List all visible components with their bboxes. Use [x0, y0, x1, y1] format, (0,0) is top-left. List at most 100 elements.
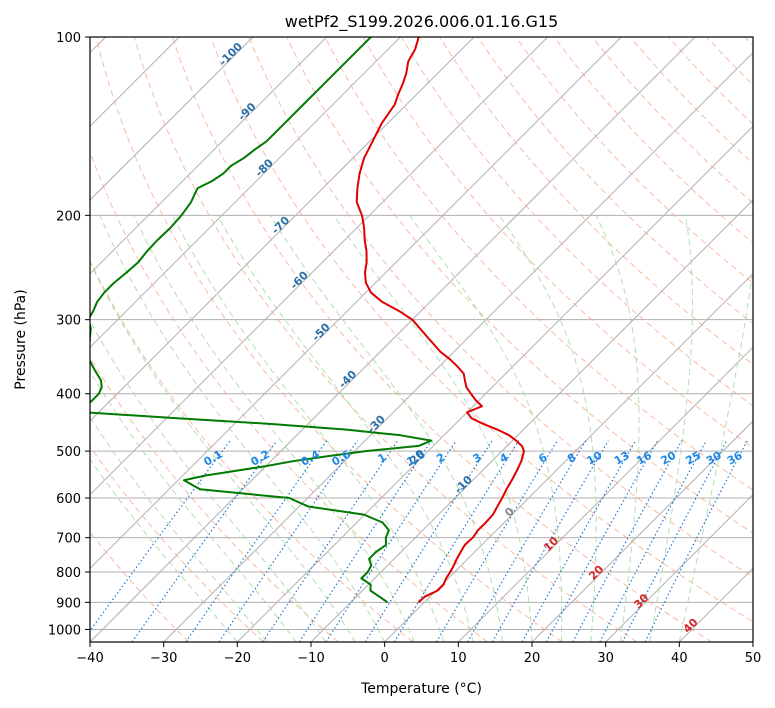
- x-tick-label: −20: [224, 651, 251, 666]
- x-tick-label: 20: [524, 651, 541, 666]
- dry-adiabat: [210, 37, 753, 623]
- y-tick-label: 500: [56, 445, 81, 460]
- y-tick-label: 600: [56, 492, 81, 507]
- dry-adiabat: [706, 37, 753, 86]
- moist-adiabat: [216, 215, 474, 642]
- x-tick-label: 30: [597, 651, 614, 666]
- isotherm-lines: [90, 37, 753, 642]
- moist-adiabat: [595, 215, 640, 642]
- mixing-ratio-line: [572, 440, 683, 642]
- isotherm-line: [605, 493, 753, 642]
- isotherm-label: -40: [336, 367, 359, 390]
- isotherm-warm-label: 20: [586, 562, 606, 582]
- dry-adiabat: [324, 37, 753, 491]
- mixing-ratio-line: [131, 440, 278, 642]
- mixing-ratio-line: [644, 440, 748, 642]
- mixing-ratio-line: [218, 440, 358, 642]
- isotherm-label: -10: [452, 473, 475, 496]
- isotherm-line: [457, 346, 753, 642]
- x-tick-label: −30: [150, 651, 177, 666]
- isotherm-line: [90, 37, 254, 201]
- sounding-series: [90, 37, 525, 604]
- isotherm-label: -80: [253, 156, 276, 179]
- isotherm-label: -100: [216, 40, 245, 69]
- dry-adiabat: [286, 37, 753, 534]
- dry-adiabat: [591, 37, 753, 204]
- moist-adiabat: [678, 264, 753, 642]
- isotherm-line: [163, 51, 753, 642]
- mixing-ratio-line: [298, 440, 432, 642]
- dry-adiabat: [90, 356, 339, 642]
- pressure-gridlines: [90, 37, 753, 630]
- x-axis-label: Temperature (°C): [360, 681, 482, 697]
- mixing-ratio-line: [521, 440, 637, 642]
- mixing-ratio-line: [325, 440, 457, 642]
- plot-frame: [89, 36, 754, 643]
- x-tick-label: −40: [76, 651, 103, 666]
- moist-adiabat: [133, 215, 415, 642]
- moist-adiabat: [333, 215, 533, 642]
- isotherm-label: -90: [235, 100, 258, 123]
- dry-adiabat: [90, 150, 488, 642]
- dry-adiabat: [90, 259, 414, 642]
- moist-adiabat: [99, 215, 386, 642]
- y-tick-label: 400: [56, 388, 81, 403]
- mixing-ratio-label: 1: [375, 451, 388, 466]
- mixing-ratio-label: 3: [471, 451, 484, 466]
- chart-title: wetPf2_S199.2026.006.01.16.G15: [285, 12, 559, 32]
- y-tick-label: 700: [56, 532, 81, 547]
- dry-adiabat: [515, 37, 753, 284]
- y-tick-label: 300: [56, 314, 81, 329]
- dry-adiabat: [171, 37, 712, 642]
- axes: −40 −30 −20 −10 0 10 20 30 40 50 100 200 300 400 500 60…: [48, 31, 761, 666]
- x-tick-label: 50: [745, 651, 762, 666]
- moist-adiabat: [90, 370, 297, 642]
- isotherm-label: -20: [404, 447, 427, 470]
- y-tick-label: 900: [56, 596, 81, 611]
- isotherm-warm-label: 40: [681, 615, 701, 635]
- isotherm-line: [531, 420, 753, 642]
- dry-adiabat: [553, 37, 753, 244]
- line-labels: 0.1 0.2 0.4 0.6 1 1.5 2 3 4 6 8 10 13 16 20 25 30 36-100-…: [201, 40, 744, 636]
- y-tick-label: 800: [56, 566, 81, 581]
- dry-adiabat: [744, 37, 753, 47]
- mixing-ratio-line: [599, 440, 707, 642]
- isotherm-line: [90, 37, 696, 642]
- moist-adiabat: [649, 215, 694, 642]
- dry-adiabat: [133, 37, 638, 642]
- moist-adiabat: [90, 260, 356, 642]
- x-tick-label: 40: [671, 651, 688, 666]
- x-tick-label: −10: [297, 651, 324, 666]
- isotherm-line: [236, 125, 753, 642]
- moist-adiabat: [172, 215, 445, 642]
- mixing-ratio-label: 4: [497, 450, 510, 465]
- temperature-profile: [355, 37, 525, 604]
- x-tick-label: 0: [381, 651, 389, 666]
- isotherm-line: [678, 567, 753, 642]
- dry-adiabat: [90, 445, 264, 642]
- isotherm-line: [310, 199, 753, 642]
- mixing-ratio-line: [466, 440, 587, 642]
- isotherm-line: [752, 641, 753, 642]
- dewpoint-profile: [90, 37, 433, 604]
- moist-adiabat: [90, 458, 238, 642]
- mixing-ratio-line: [185, 440, 328, 642]
- y-axis-label: Pressure (hPa): [13, 289, 29, 389]
- y-tick-label: 1000: [48, 623, 81, 638]
- dry-adiabat: [95, 37, 563, 642]
- mixing-ratio-label: 2: [434, 451, 447, 466]
- moist-adiabat: [90, 416, 268, 642]
- isotherm-line: [90, 37, 475, 422]
- mixing-ratio-label: 8: [565, 451, 578, 466]
- isotherm-label: -50: [310, 320, 333, 343]
- dry-adiabats: [90, 37, 753, 642]
- moist-adiabat: [498, 215, 597, 642]
- y-tick-label: 200: [56, 209, 81, 224]
- moist-adiabat: [269, 215, 504, 642]
- mixing-ratio-line: [393, 440, 520, 642]
- mixing-ratio-line: [90, 440, 231, 632]
- y-tick-label: 100: [56, 31, 81, 46]
- isotherm-line: [90, 37, 622, 570]
- mixing-ratio-line: [545, 440, 659, 642]
